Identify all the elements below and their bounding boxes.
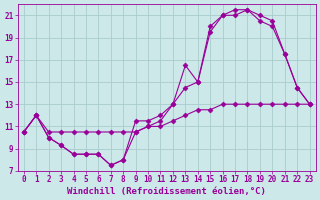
- X-axis label: Windchill (Refroidissement éolien,°C): Windchill (Refroidissement éolien,°C): [67, 187, 266, 196]
